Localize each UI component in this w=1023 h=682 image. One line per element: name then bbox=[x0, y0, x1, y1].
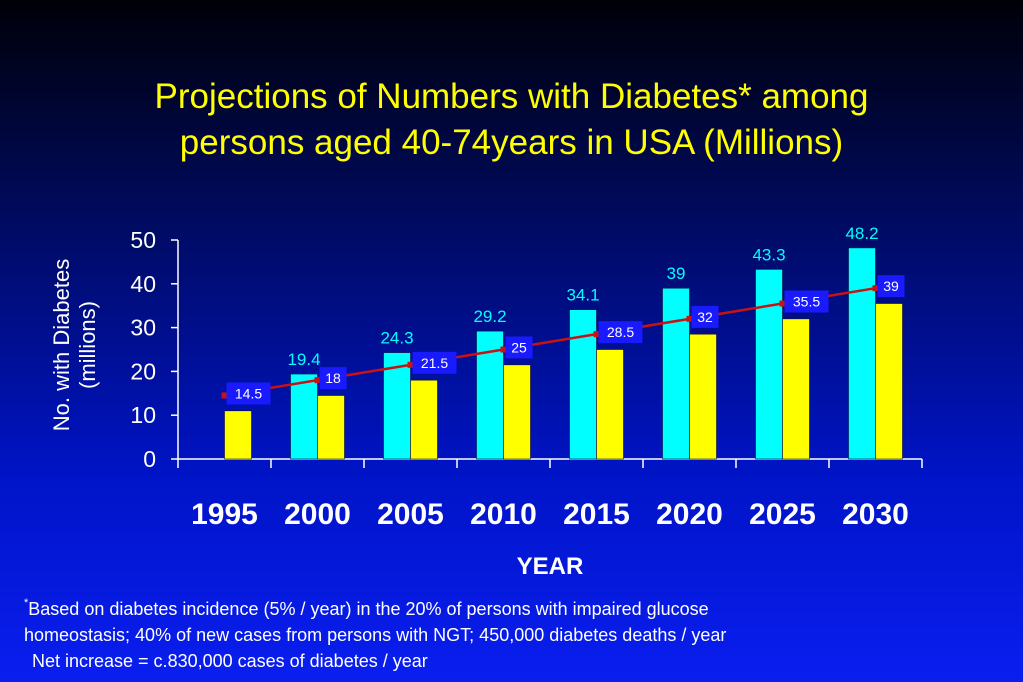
y-axis-title: No. with Diabetes (millions) bbox=[35, 220, 115, 470]
footnote-marker: * bbox=[24, 597, 29, 609]
line-label-box bbox=[598, 321, 643, 344]
line-data-label: 25 bbox=[511, 340, 527, 356]
bar-yellow bbox=[224, 410, 252, 460]
line-label-box bbox=[226, 382, 271, 405]
trend-point bbox=[407, 361, 414, 368]
trend-point bbox=[686, 315, 693, 322]
y-axis-title-line-1: No. with Diabetes bbox=[49, 258, 74, 432]
y-tick-label: 10 bbox=[130, 402, 156, 428]
bar-yellow bbox=[317, 395, 345, 460]
x-tick-label: 2020 bbox=[656, 498, 723, 531]
line-data-label: 39 bbox=[883, 278, 899, 294]
data-label-cyan: 43.3 bbox=[752, 245, 785, 264]
title-line-1: Projections of Numbers with Diabetes* am… bbox=[154, 77, 869, 116]
line-data-label: 21.5 bbox=[421, 355, 448, 371]
data-label-cyan: 19.4 bbox=[287, 350, 320, 369]
line-label-box bbox=[319, 367, 347, 390]
line-label-box bbox=[784, 290, 829, 313]
bar-yellow bbox=[410, 379, 438, 460]
trend-point bbox=[221, 392, 228, 399]
trend-point bbox=[872, 285, 879, 292]
y-tick-label: 20 bbox=[130, 358, 156, 384]
line-data-label: 18 bbox=[325, 370, 341, 386]
x-axis-title: YEAR bbox=[516, 553, 584, 580]
bar-cyan bbox=[290, 373, 318, 460]
slide-title: Projections of Numbers with Diabetes* am… bbox=[0, 74, 1023, 166]
line-data-label: 28.5 bbox=[607, 324, 634, 340]
x-tick-label: 2010 bbox=[470, 498, 537, 531]
trend-point bbox=[500, 346, 507, 353]
y-tick-label: 40 bbox=[130, 271, 156, 297]
trend-point bbox=[314, 377, 321, 384]
bar-cyan bbox=[383, 352, 411, 460]
footnote-line-1: *Based on diabetes incidence (5% / year)… bbox=[24, 596, 1014, 622]
bar-cyan bbox=[662, 287, 690, 460]
bar-cyan bbox=[848, 247, 876, 460]
x-tick-label: 2030 bbox=[842, 498, 909, 531]
x-tick-label: 2000 bbox=[284, 498, 351, 531]
bar-cyan bbox=[755, 269, 783, 460]
y-tick-label: 50 bbox=[130, 227, 156, 253]
data-label-cyan: 34.1 bbox=[566, 286, 599, 305]
title-line-2: persons aged 40-74years in USA (Millions… bbox=[179, 123, 844, 162]
bar-cyan bbox=[569, 309, 597, 460]
x-tick-label: 1995 bbox=[191, 498, 258, 531]
x-tick-label: 2015 bbox=[563, 498, 630, 531]
data-label-cyan: 29.2 bbox=[473, 307, 506, 326]
line-data-label: 14.5 bbox=[235, 385, 262, 401]
line-label-box bbox=[505, 336, 533, 359]
footnote-text-1: Based on diabetes incidence (5% / year) … bbox=[28, 599, 709, 619]
bar-yellow bbox=[875, 303, 903, 460]
data-label-cyan: 24.3 bbox=[380, 329, 413, 348]
bar-yellow bbox=[782, 318, 810, 460]
line-data-label: 35.5 bbox=[793, 294, 820, 310]
trend-point bbox=[779, 300, 786, 307]
line-label-box bbox=[691, 305, 719, 328]
bar-yellow bbox=[596, 349, 624, 460]
x-tick-label: 2025 bbox=[749, 498, 816, 531]
y-tick-label: 30 bbox=[130, 315, 156, 341]
x-tick-label: 2005 bbox=[377, 498, 444, 531]
footnote-line-3: Net increase = c.830,000 cases of diabet… bbox=[32, 651, 428, 671]
data-label-cyan: 48.2 bbox=[845, 224, 878, 243]
bar-yellow bbox=[503, 364, 531, 460]
line-data-label: 32 bbox=[697, 309, 713, 325]
footnote: *Based on diabetes incidence (5% / year)… bbox=[24, 596, 1014, 674]
trend-point bbox=[593, 331, 600, 338]
footnote-line-2: homeostasis; 40% of new cases from perso… bbox=[24, 625, 727, 645]
y-axis-title-line-2: (millions) bbox=[75, 301, 100, 390]
data-label-cyan: 39 bbox=[667, 264, 686, 283]
bar-yellow bbox=[689, 333, 717, 460]
line-label-box bbox=[412, 351, 457, 374]
line-label-box bbox=[877, 275, 905, 298]
y-tick-label: 0 bbox=[143, 446, 156, 472]
